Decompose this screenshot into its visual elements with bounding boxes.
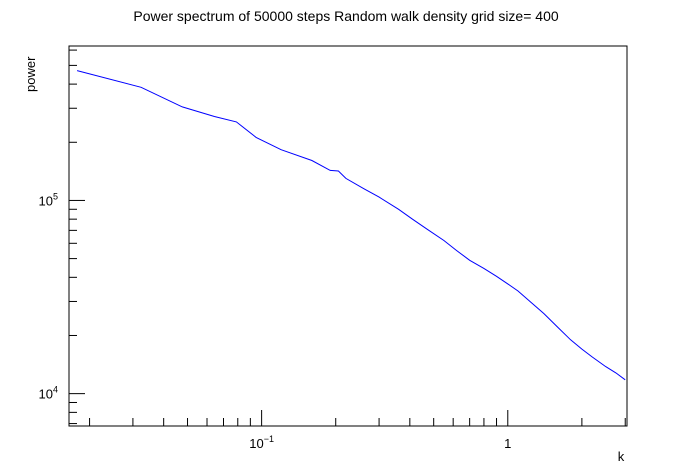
x-axis-ticks [89,410,626,426]
y-tick-label-exp: 4 [53,385,58,395]
y-axis-label: power [23,56,38,92]
series-line [76,70,626,381]
y-tick-label-base: 10 [39,193,53,208]
plot-frame [68,45,628,427]
x-tick-label: 10−1 [249,434,274,451]
x-tick-label: 1 [504,436,511,451]
y-tick-label: 105 [39,191,58,208]
x-axis-label: k [618,449,625,464]
x-tick-label-exp: −1 [264,434,274,444]
x-tick-label-base: 1 [504,436,511,451]
y-tick-label-base: 10 [39,387,53,402]
chart-title: Power spectrum of 50000 steps Random wal… [133,8,558,24]
x-axis-tick-labels: 10−1 1 [249,434,511,451]
y-axis-ticks [69,49,85,425]
y-tick-label: 104 [39,385,58,402]
y-tick-label-exp: 5 [53,191,58,201]
x-tick-label-base: 10 [249,436,263,451]
